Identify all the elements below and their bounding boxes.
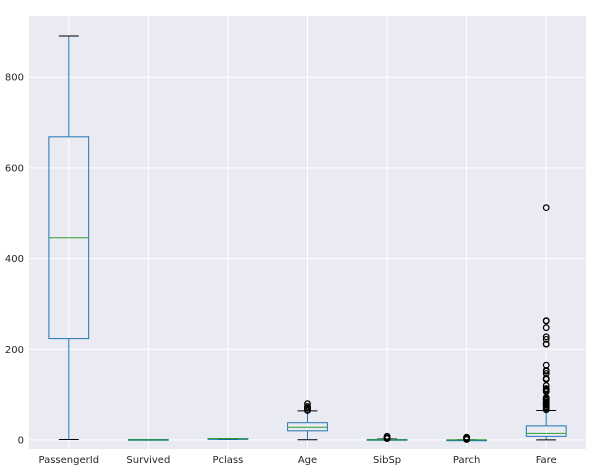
box-age [287,400,328,441]
box-fare [525,204,567,441]
flier-point [304,400,311,408]
box-passengerid [48,35,90,440]
boxes-layer [48,35,567,443]
flier-point [304,402,311,410]
box-survived [127,438,169,441]
box-parch [446,433,488,443]
box-pclass [207,438,249,440]
x-tick-label: Age [298,455,317,466]
y-tick-label: 800 [5,73,24,84]
y-tick-label: 600 [5,163,24,174]
x-tick-label: Fare [536,455,557,466]
flier-point [542,335,550,343]
flier-point [463,433,471,441]
box-iqr [525,425,567,437]
x-tick-label: PassengerId [39,455,100,466]
y-tick-labels: 0 200 400 600 800 [5,73,24,447]
flier-point [542,317,550,325]
flier-point [542,324,550,332]
flier-point [542,385,550,392]
flier-point [542,333,550,341]
x-tick-label: Pclass [212,455,243,466]
x-tick-label: Parch [453,455,480,466]
box-sibsp [366,432,408,442]
grid-lines [29,16,586,449]
y-tick-label: 200 [5,345,24,356]
y-tick-label: 0 [18,435,24,446]
flier-point [542,340,550,348]
flier-point [542,375,550,382]
flier-point [542,370,550,377]
x-tick-label: Survived [126,455,170,466]
flier-point [542,361,550,369]
flier-point [542,204,550,212]
x-tick-label: SibSp [373,455,401,466]
x-tick-labels: PassengerId Survived Pclass Age SibSp Parch Fa… [39,455,557,466]
flier-point [383,432,391,440]
y-tick-label: 400 [5,254,24,265]
